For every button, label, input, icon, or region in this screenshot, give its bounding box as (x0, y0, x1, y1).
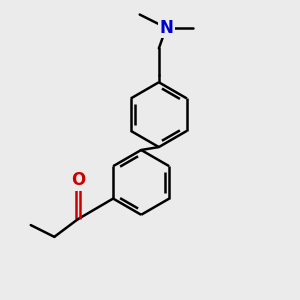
Text: N: N (159, 19, 173, 37)
Text: O: O (71, 171, 85, 189)
